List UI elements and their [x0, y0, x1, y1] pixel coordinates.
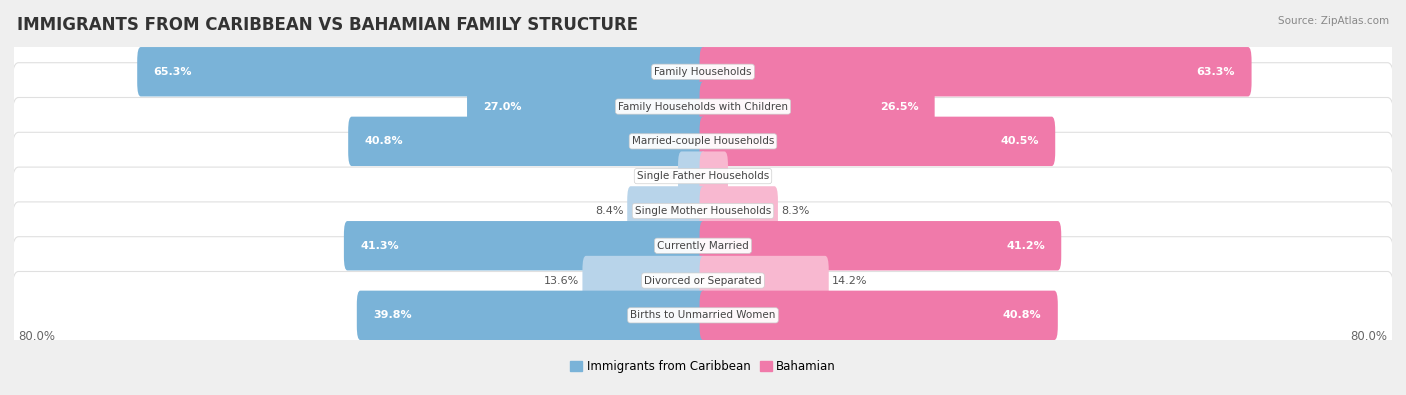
Text: 40.8%: 40.8%: [364, 136, 404, 147]
Text: IMMIGRANTS FROM CARIBBEAN VS BAHAMIAN FAMILY STRUCTURE: IMMIGRANTS FROM CARIBBEAN VS BAHAMIAN FA…: [17, 16, 638, 34]
FancyBboxPatch shape: [11, 271, 1395, 359]
FancyBboxPatch shape: [11, 28, 1395, 116]
Text: 39.8%: 39.8%: [373, 310, 412, 320]
FancyBboxPatch shape: [11, 98, 1395, 185]
Text: Single Father Households: Single Father Households: [637, 171, 769, 181]
Text: 26.5%: 26.5%: [880, 102, 918, 111]
FancyBboxPatch shape: [357, 291, 706, 340]
FancyBboxPatch shape: [11, 237, 1395, 324]
FancyBboxPatch shape: [700, 82, 935, 131]
Text: 63.3%: 63.3%: [1197, 67, 1236, 77]
Text: 80.0%: 80.0%: [18, 330, 55, 343]
Text: 41.2%: 41.2%: [1007, 241, 1045, 251]
Text: Source: ZipAtlas.com: Source: ZipAtlas.com: [1278, 16, 1389, 26]
FancyBboxPatch shape: [138, 47, 706, 96]
FancyBboxPatch shape: [700, 47, 1251, 96]
Legend: Immigrants from Caribbean, Bahamian: Immigrants from Caribbean, Bahamian: [565, 355, 841, 378]
Text: 13.6%: 13.6%: [544, 276, 579, 286]
FancyBboxPatch shape: [467, 82, 706, 131]
FancyBboxPatch shape: [700, 151, 728, 201]
FancyBboxPatch shape: [11, 63, 1395, 150]
Text: 40.5%: 40.5%: [1000, 136, 1039, 147]
Text: Divorced or Separated: Divorced or Separated: [644, 276, 762, 286]
Text: 40.8%: 40.8%: [1002, 310, 1042, 320]
FancyBboxPatch shape: [11, 132, 1395, 220]
Text: Family Households with Children: Family Households with Children: [619, 102, 787, 111]
FancyBboxPatch shape: [349, 117, 706, 166]
Text: 41.3%: 41.3%: [360, 241, 399, 251]
Text: 14.2%: 14.2%: [832, 276, 868, 286]
Text: Single Mother Households: Single Mother Households: [636, 206, 770, 216]
Text: Births to Unmarried Women: Births to Unmarried Women: [630, 310, 776, 320]
FancyBboxPatch shape: [582, 256, 706, 305]
FancyBboxPatch shape: [700, 117, 1056, 166]
FancyBboxPatch shape: [344, 221, 706, 271]
FancyBboxPatch shape: [700, 291, 1057, 340]
Text: Currently Married: Currently Married: [657, 241, 749, 251]
FancyBboxPatch shape: [700, 256, 828, 305]
FancyBboxPatch shape: [700, 186, 778, 236]
FancyBboxPatch shape: [627, 186, 706, 236]
Text: 8.3%: 8.3%: [782, 206, 810, 216]
Text: 65.3%: 65.3%: [153, 67, 193, 77]
FancyBboxPatch shape: [678, 151, 706, 201]
Text: 80.0%: 80.0%: [1351, 330, 1388, 343]
Text: 27.0%: 27.0%: [484, 102, 522, 111]
Text: Family Households: Family Households: [654, 67, 752, 77]
FancyBboxPatch shape: [11, 167, 1395, 255]
Text: 2.5%: 2.5%: [731, 171, 759, 181]
Text: 2.5%: 2.5%: [647, 171, 675, 181]
FancyBboxPatch shape: [11, 202, 1395, 290]
Text: Married-couple Households: Married-couple Households: [631, 136, 775, 147]
FancyBboxPatch shape: [700, 221, 1062, 271]
Text: 8.4%: 8.4%: [595, 206, 624, 216]
